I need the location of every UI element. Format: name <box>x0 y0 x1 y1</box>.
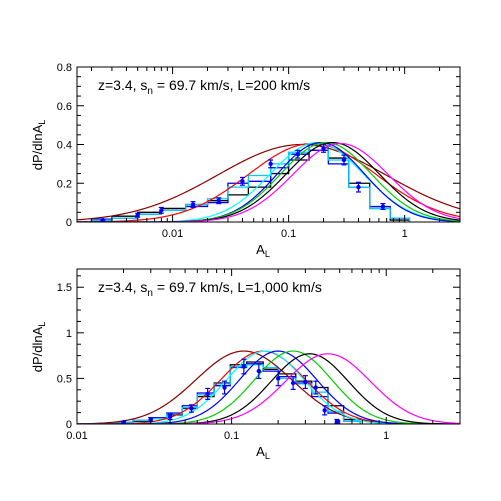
data-point <box>321 143 327 153</box>
top-x-axis-label: AL <box>256 242 270 259</box>
model-curve-5 <box>77 141 460 222</box>
data-point <box>239 176 245 186</box>
data-point <box>275 370 281 387</box>
data-point <box>268 159 274 169</box>
y-tick-label: 0 <box>66 217 72 229</box>
y-tick-label: 1 <box>66 328 72 340</box>
model-curve-0 <box>77 143 460 221</box>
top-y-axis-label: dP/dlnAL <box>30 120 47 171</box>
x-tick-label: 1 <box>383 430 389 442</box>
data-point <box>241 358 247 375</box>
y-tick-label: 0.6 <box>57 101 72 113</box>
data-point <box>222 380 228 395</box>
model-curve-2 <box>77 141 460 222</box>
x-tick-label: 0.01 <box>162 228 183 240</box>
model-curve-4 <box>77 141 460 222</box>
data-point <box>290 375 296 390</box>
top-annotation: z=3.4, sn = 69.7 km/s, L=200 km/s <box>98 77 310 97</box>
x-tick-label: 0.1 <box>281 228 296 240</box>
model-curve-1 <box>77 350 460 424</box>
data-point <box>355 181 361 193</box>
data-point <box>334 418 340 424</box>
histogram-2 <box>90 143 411 222</box>
data-point <box>205 387 211 400</box>
model-curve-6 <box>77 353 460 424</box>
data-point <box>256 363 262 380</box>
data-point <box>216 197 222 205</box>
data-point <box>380 202 386 211</box>
bottom-annotation: z=3.4, sn = 69.7 km/s, L=1,000 km/s <box>98 279 322 299</box>
bottom-x-axis-label: AL <box>256 444 270 461</box>
model-curve-4 <box>77 350 460 424</box>
data-point <box>341 154 347 166</box>
y-tick-label: 0.2 <box>57 178 72 190</box>
data-point <box>100 217 106 222</box>
data-point <box>322 405 328 416</box>
model-curve-3 <box>77 350 460 424</box>
data-point <box>302 375 308 390</box>
data-point <box>158 206 164 214</box>
bottom-plot-frame <box>76 268 461 425</box>
x-tick-label: 0.01 <box>66 430 87 442</box>
bottom-y-axis-label: dP/dlnAL <box>30 322 47 373</box>
bottom-panel: 0 0.5 1 1.5 0.01 0.1 1 z=3.4, sn = 69.7 km/s, … <box>30 268 461 461</box>
model-curve-0 <box>77 350 460 424</box>
data-point <box>313 380 319 395</box>
data-point <box>190 201 196 209</box>
top-panel: 0 0.2 0.4 0.6 0.8 0.01 0.1 1 z=3.4, sn = 69.7 k… <box>30 62 461 259</box>
y-tick-label: 1.5 <box>57 282 72 294</box>
model-curve-3 <box>77 141 460 222</box>
y-tick-label: 0.5 <box>57 373 72 385</box>
model-curve-2 <box>77 350 460 424</box>
x-tick-label: 1 <box>402 228 408 240</box>
x-tick-label: 0.1 <box>224 430 239 442</box>
y-tick-label: 0 <box>66 419 72 431</box>
histogram-1 <box>90 149 411 222</box>
data-point <box>135 212 141 218</box>
data-point <box>188 404 194 413</box>
y-tick-label: 0.8 <box>57 62 72 74</box>
y-tick-label: 0.4 <box>57 140 72 152</box>
histogram-0 <box>90 143 411 222</box>
data-point <box>167 413 173 421</box>
data-point <box>295 149 301 159</box>
